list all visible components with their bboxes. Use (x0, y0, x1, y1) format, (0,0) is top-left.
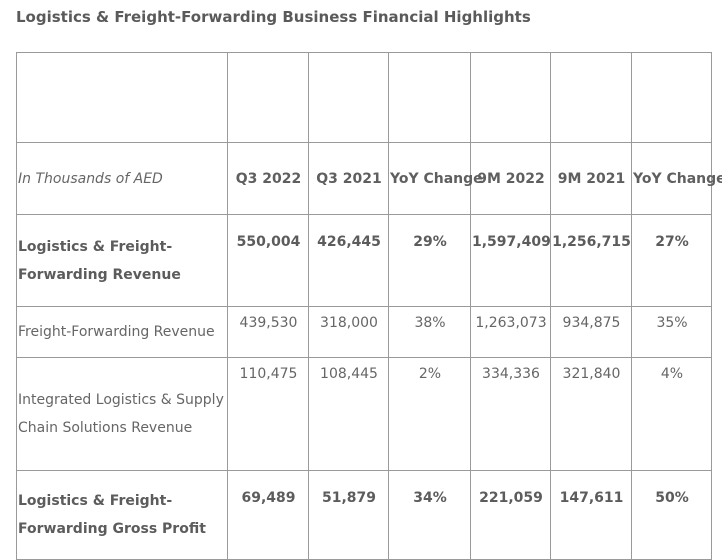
table-cell: 147,611 (550, 470, 632, 560)
row-label: Logistics & Freight-Forwarding Gross Pro… (16, 470, 228, 560)
table-cell: 321,840 (550, 357, 632, 471)
table-cell: 439,530 (227, 306, 309, 358)
blank-cell (631, 52, 712, 143)
table-cell: 35% (631, 306, 712, 358)
table-cell: 1,597,409 (470, 214, 551, 307)
table-row: Integrated Logistics & Supply Chain Solu… (16, 357, 712, 471)
column-header: YoY Change (388, 142, 483, 215)
table-cell: 50% (631, 470, 712, 560)
table-cell: 4% (631, 357, 712, 471)
financial-highlights-table: In Thousands of AED Q3 2022 Q3 2021 YoY … (16, 52, 722, 560)
table-cell: 318,000 (308, 306, 389, 358)
table-row: Logistics & Freight-Forwarding Revenue 5… (16, 214, 712, 307)
table-cell: 110,475 (227, 357, 309, 471)
table-row: Logistics & Freight-Forwarding Gross Pro… (16, 470, 712, 560)
blank-cell (470, 52, 551, 143)
row-label: Freight-Forwarding Revenue (16, 306, 228, 358)
table-cell: 38% (388, 306, 471, 358)
table-cell: 426,445 (308, 214, 389, 307)
blank-cell (388, 52, 471, 143)
blank-cell (308, 52, 389, 143)
table-header-row: In Thousands of AED Q3 2022 Q3 2021 YoY … (16, 142, 722, 215)
column-header: Q3 2021 (308, 142, 389, 215)
table-cell: 934,875 (550, 306, 632, 358)
table-cell: 69,489 (227, 470, 309, 560)
blank-cell (550, 52, 632, 143)
table-cell: 550,004 (227, 214, 309, 307)
table-cell: 334,336 (470, 357, 551, 471)
table-blank-row (16, 52, 712, 143)
row-label: Logistics & Freight-Forwarding Revenue (16, 214, 228, 307)
table-cell: 1,256,715 (550, 214, 632, 307)
header-units-label: In Thousands of AED (16, 142, 228, 215)
table-row: Freight-Forwarding Revenue 439,530 318,0… (16, 306, 712, 358)
page-title: Logistics & Freight-Forwarding Business … (16, 8, 531, 26)
column-header: Q3 2022 (227, 142, 309, 215)
blank-cell (16, 52, 228, 143)
table-cell: 34% (388, 470, 471, 560)
column-header: 9M 2022 (470, 142, 551, 215)
blank-cell (227, 52, 309, 143)
table-cell: 51,879 (308, 470, 389, 560)
table-cell: 1,263,073 (470, 306, 551, 358)
table-cell: 221,059 (470, 470, 551, 560)
table-cell: 2% (388, 357, 471, 471)
table-cell: 108,445 (308, 357, 389, 471)
row-label: Integrated Logistics & Supply Chain Solu… (16, 357, 228, 471)
table-cell: 29% (388, 214, 471, 307)
table-cell: 27% (631, 214, 712, 307)
column-header: 9M 2021 (550, 142, 632, 215)
column-header: YoY Change (631, 142, 722, 215)
